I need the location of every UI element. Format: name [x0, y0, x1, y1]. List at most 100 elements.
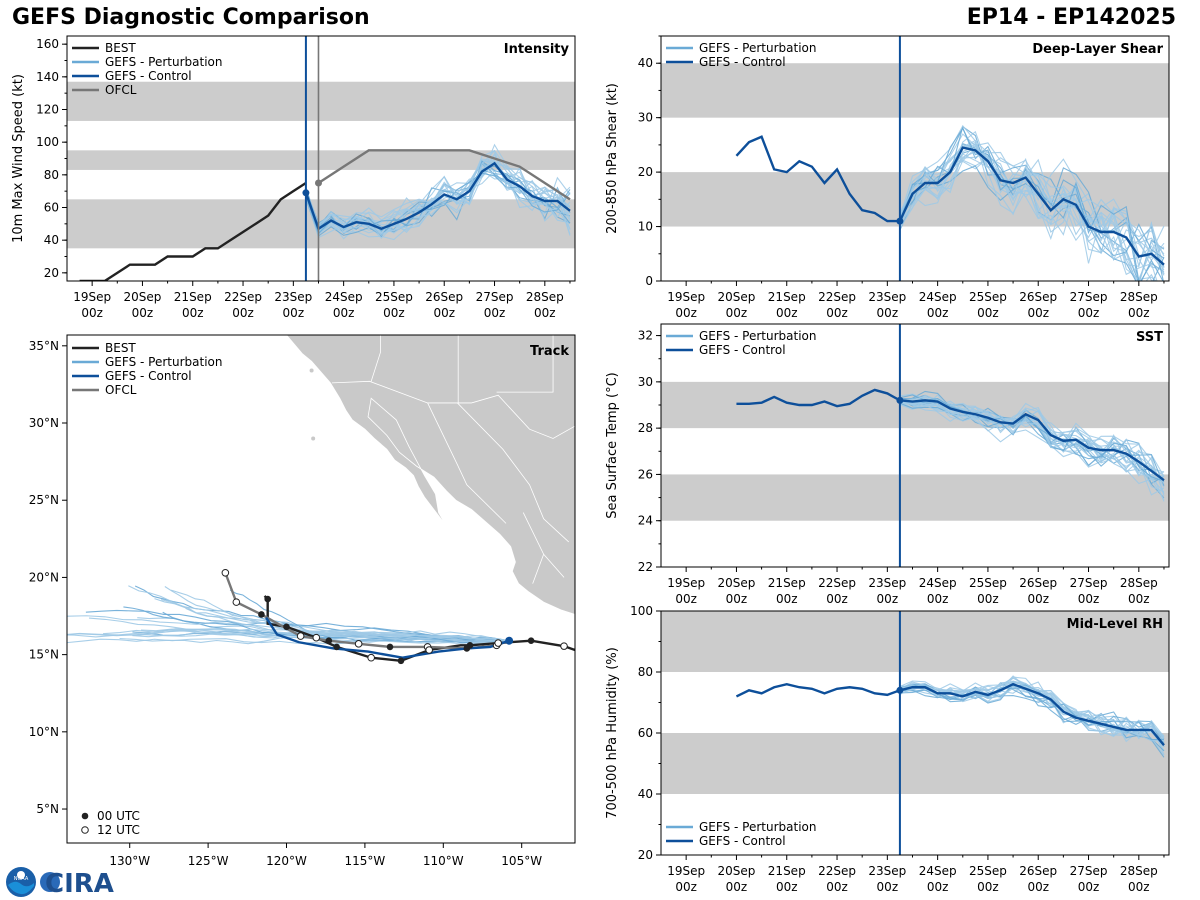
- perturbation-member: [305, 150, 571, 226]
- x-tick-label: 20Sep: [718, 290, 756, 304]
- noaa-cira-logo: NOAA CIRA: [6, 867, 114, 898]
- x-tick-sublabel: 00z: [776, 306, 798, 320]
- x-tick-sublabel: 00z: [182, 306, 204, 320]
- shade-band: [67, 150, 575, 170]
- x-tick-label: 19Sep: [667, 290, 705, 304]
- noaa-logo-text: NOAA: [14, 876, 29, 882]
- perturbation-member: [899, 127, 1165, 281]
- legend-label-ofcl: OFCL: [105, 83, 137, 97]
- x-tick-sublabel: 00z: [977, 592, 999, 606]
- x-tick-sublabel: 00z: [675, 880, 697, 894]
- panel-rh: 20 40 60 80 100 19Sep 00z 20Sep 00z 21Sep 00z 22Sep…: [605, 604, 1170, 894]
- legend-label-perturbation: GEFS - Perturbation: [105, 55, 222, 69]
- best-00z-marker: [283, 623, 290, 631]
- y-tick-label: 15°N: [29, 648, 59, 662]
- x-tick-label: 24Sep: [919, 864, 957, 878]
- x-tick-label: 24Sep: [325, 290, 363, 304]
- perturbation-member: [899, 399, 1165, 480]
- x-tick-sublabel: 00z: [1027, 592, 1049, 606]
- x-tick-sublabel: 00z: [977, 880, 999, 894]
- x-tick-sublabel: 00z: [776, 592, 798, 606]
- legend-00z-marker: [81, 812, 89, 820]
- x-tick-sublabel: 00z: [877, 306, 899, 320]
- x-tick-label: 24Sep: [919, 290, 957, 304]
- cira-logo-text: CIRA: [45, 869, 114, 898]
- perturbation-track: [85, 609, 510, 642]
- y-tick-label: 35°N: [29, 339, 59, 353]
- panel-title: Track: [530, 344, 569, 359]
- island: [430, 499, 435, 504]
- x-tick-label: 21Sep: [768, 290, 806, 304]
- y-tick-label: 40: [638, 56, 653, 70]
- perturbation-member: [305, 149, 571, 235]
- x-tick-label: 130°W: [109, 854, 150, 868]
- y-tick-label: 20: [638, 165, 653, 179]
- x-tick-label: 26Sep: [1019, 864, 1057, 878]
- x-tick-sublabel: 00z: [283, 306, 305, 320]
- border-line: [457, 402, 569, 543]
- x-tick-sublabel: 00z: [81, 306, 103, 320]
- x-tick-sublabel: 00z: [826, 592, 848, 606]
- x-tick-label: 23Sep: [868, 290, 906, 304]
- y-tick-label: 160: [36, 37, 59, 51]
- x-tick-label: 27Sep: [1070, 290, 1108, 304]
- y-axis-label: Sea Surface Temp (°C): [605, 372, 620, 519]
- perturbation-member: [899, 394, 1165, 482]
- y-tick-label: 60: [44, 201, 59, 215]
- perturbation-member: [899, 147, 1165, 268]
- x-tick-sublabel: 00z: [726, 592, 748, 606]
- best-12z-marker: [560, 642, 568, 650]
- border-line: [370, 335, 381, 382]
- best-00z-marker: [333, 643, 340, 651]
- x-tick-sublabel: 00z: [877, 880, 899, 894]
- x-tick-sublabel: 00z: [1078, 880, 1100, 894]
- legend-label-00z: 00 UTC: [97, 809, 140, 823]
- shade-band: [661, 63, 1169, 118]
- x-tick-label: 20Sep: [718, 576, 756, 590]
- x-tick-label: 120°W: [266, 854, 307, 868]
- ofcl-00z-marker: [386, 643, 394, 651]
- y-tick-label: 60: [638, 726, 653, 740]
- y-tick-label: 22: [638, 560, 653, 574]
- x-tick-sublabel: 00z: [877, 592, 899, 606]
- storm-id: EP14 - EP142025: [966, 5, 1176, 30]
- perturbation-member: [899, 684, 1164, 741]
- legend-label-ofcl: OFCL: [105, 383, 137, 397]
- border-line: [331, 380, 575, 439]
- x-tick-label: 23Sep: [274, 290, 312, 304]
- perturbation-member: [899, 685, 1164, 742]
- x-tick-label: 23Sep: [868, 576, 906, 590]
- x-tick-sublabel: 00z: [1128, 880, 1150, 894]
- x-tick-label: 19Sep: [73, 290, 111, 304]
- control-line: [736, 388, 1165, 482]
- legend-label-control: GEFS - Control: [699, 55, 786, 69]
- perturbation-member: [305, 172, 571, 235]
- x-tick-sublabel: 00z: [484, 306, 506, 320]
- best-00z-marker: [264, 595, 271, 603]
- y-tick-label: 25°N: [29, 493, 59, 507]
- x-tick-sublabel: 00z: [776, 880, 798, 894]
- y-tick-label: 24: [638, 514, 653, 528]
- best-12z-marker: [367, 653, 375, 662]
- perturbation-track: [67, 638, 510, 645]
- y-tick-label: 80: [44, 168, 59, 182]
- init-position-marker: [505, 636, 514, 645]
- legend-label-best: BEST: [105, 341, 136, 355]
- x-tick-label: 110°W: [423, 854, 464, 868]
- x-tick-sublabel: 00z: [1078, 306, 1100, 320]
- ofcl-12z-marker: [221, 568, 230, 577]
- ofcl-00z-marker: [325, 637, 333, 645]
- best-00z-marker: [466, 642, 474, 649]
- x-tick-label: 20Sep: [124, 290, 162, 304]
- y-tick-label: 10°N: [29, 725, 59, 739]
- perturbation-member: [899, 396, 1165, 484]
- y-axis-label: 700-500 hPa Humidity (%): [605, 647, 620, 819]
- x-tick-sublabel: 00z: [927, 880, 949, 894]
- shade-band: [661, 733, 1169, 794]
- y-tick-label: 120: [36, 103, 59, 117]
- y-tick-label: 40: [44, 233, 59, 247]
- x-tick-sublabel: 00z: [726, 306, 748, 320]
- panel-title: Deep-Layer Shear: [1032, 42, 1163, 57]
- x-tick-sublabel: 00z: [675, 306, 697, 320]
